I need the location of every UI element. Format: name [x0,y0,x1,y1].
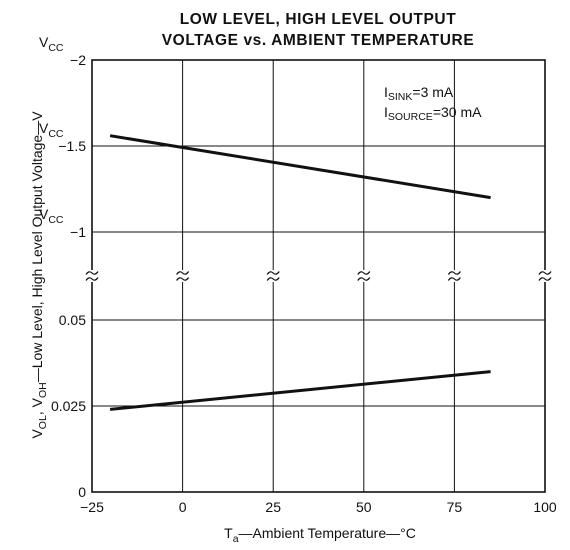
x-tick-label-1: 0 [179,499,187,515]
axis-break-mark-1 [176,270,190,282]
x-tick-label-2: 25 [265,499,281,515]
axis-break-mark-0 [85,270,99,282]
axis-break-mark-2 [266,270,280,282]
series-line-upper [109,134,491,200]
plot-frame [91,59,546,493]
x-tick-label-3: 50 [356,499,372,515]
chart-title-line-2: VOLTAGE vs. AMBIENT TEMPERATURE [162,32,475,49]
y-tick-label-upper-0: −2 [70,52,86,68]
y-tick-label-upper-2: −1 [70,224,86,240]
annotation-0: ISINK=3 mA [384,84,454,103]
axis-break-mark-3 [357,270,371,282]
y-tick-label-lower-0: 0.05 [59,312,86,328]
axis-break-mark-4 [447,270,461,282]
y-tick-label-upper-1: −1.5 [58,138,86,154]
axis-break-mark-5 [538,270,552,282]
x-tick-label-0: −25 [80,499,104,515]
x-tick-label-4: 75 [447,499,463,515]
axis-break-marks [85,270,552,282]
y-tick-label-lower-1: 0.025 [51,398,86,414]
y-axis-label: VOL​, VOH​—Low Level, High Level Output … [29,111,49,439]
x-tick-labels: −25 0 25 50 75 100 [80,499,557,515]
x-tick-label-5: 100 [533,499,557,515]
grid-lines [91,59,546,493]
series-lines [109,134,491,411]
series-line-lower [109,370,491,411]
y-tick-label-lower-2: 0 [78,484,86,500]
y-tick-prefix-upper-0: VCC [39,34,64,54]
chart-title-line-1: LOW LEVEL, HIGH LEVEL OUTPUT [180,11,457,28]
y-tick-prefix-upper-1: VCC [39,120,64,140]
annotation-1: ISOURCE=30 mA [384,104,482,123]
y-tick-prefix-upper-2: VCC [39,206,64,226]
x-axis-label: Ta—Ambient Temperature—°C [224,525,416,545]
